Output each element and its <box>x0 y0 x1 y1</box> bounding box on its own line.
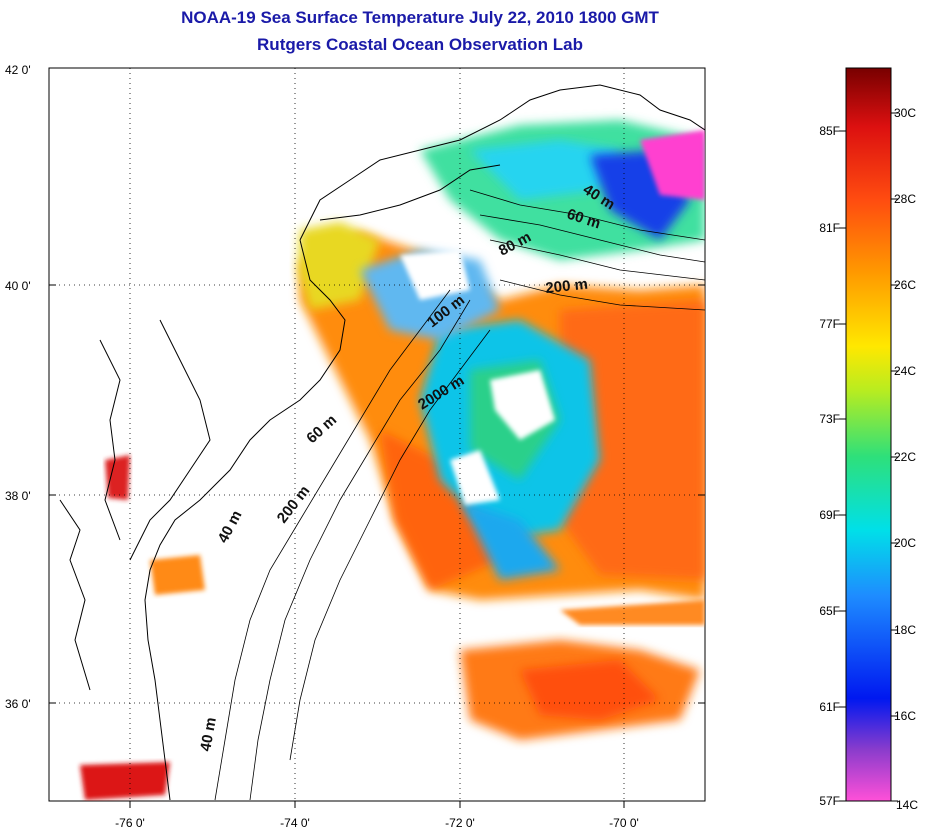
gulf-stream-region <box>560 300 705 580</box>
colorbar-f-label: 65F <box>819 604 840 618</box>
lon-label-76: -76 0' <box>115 816 145 830</box>
contour-line-40m <box>469 189 705 241</box>
colorbar-f-label: 81F <box>819 221 840 235</box>
coldest-water-patch <box>640 130 705 200</box>
contour-line-deep <box>289 329 491 761</box>
colorbar <box>845 67 892 802</box>
lon-label-74: -74 0' <box>280 816 310 830</box>
cloud-gap-3 <box>400 250 470 300</box>
colorbar-c-label: 16C <box>894 709 916 723</box>
delmarva-coast <box>129 319 211 561</box>
bathymetry-contours <box>214 189 705 801</box>
colorbar-c-label: 28C <box>894 192 916 206</box>
colorbar-f-label: 69F <box>819 508 840 522</box>
colorbar-c-label: 20C <box>894 536 916 550</box>
map-subtitle: Rutgers Coastal Ocean Observation Lab <box>257 35 583 54</box>
map-title: NOAA-19 Sea Surface Temperature July 22,… <box>181 8 659 27</box>
pamlico-sound-warm <box>80 762 170 800</box>
cool-patch-south <box>460 500 560 580</box>
contour-line-200m <box>499 279 705 311</box>
cloud-gap-2 <box>450 450 500 505</box>
colorbar-c-label: 26C <box>894 278 916 292</box>
cyan-shelf <box>470 140 620 200</box>
chesapeake-bay-shore <box>99 339 121 541</box>
sst-layer <box>80 120 705 800</box>
lon-label-70: -70 0' <box>609 816 639 830</box>
colorbar-f-label: 77F <box>819 317 840 331</box>
colorbar-f-label: 85F <box>819 124 840 138</box>
lat-label-38: 38 0' <box>5 489 31 503</box>
coastlines <box>59 84 705 801</box>
inland-river <box>59 499 91 691</box>
lat-label-36: 36 0' <box>5 697 31 711</box>
contour-line-shelf <box>214 289 451 801</box>
colorbar-c-label: 18C <box>894 623 916 637</box>
colorbar-f-label: 73F <box>819 412 840 426</box>
warm-core-south <box>520 660 660 720</box>
colorbar-c-label: 14C <box>896 798 918 812</box>
warm-streak <box>560 600 705 625</box>
lat-label-42: 42 0' <box>5 63 31 77</box>
cloud-gap-1 <box>490 370 555 440</box>
colorbar-ticks <box>839 112 898 802</box>
colorbar-c-label: 30C <box>894 106 916 120</box>
colorbar-f-label: 61F <box>819 700 840 714</box>
contour-line-80m <box>489 239 705 281</box>
warm-patch-south <box>380 430 500 590</box>
lon-label-72: -72 0' <box>445 816 475 830</box>
contour-line-slope <box>249 299 471 801</box>
lat-label-40: 40 0' <box>5 279 31 293</box>
axis-ticks <box>49 284 705 808</box>
colorbar-c-label: 24C <box>894 364 916 378</box>
contour-label: 200 m <box>545 276 589 297</box>
new-england-coast <box>299 84 705 241</box>
colorbar-c-label: 22C <box>894 450 916 464</box>
warm-patch-coast <box>150 555 205 595</box>
mid-atlantic-coast <box>144 239 346 801</box>
long-island <box>319 164 501 221</box>
graticule <box>49 68 705 801</box>
chesapeake-warm <box>105 455 130 500</box>
colorbar-f-label: 57F <box>819 794 840 808</box>
contour-line-60m <box>479 214 705 263</box>
contour-label: 40 m <box>197 716 220 753</box>
